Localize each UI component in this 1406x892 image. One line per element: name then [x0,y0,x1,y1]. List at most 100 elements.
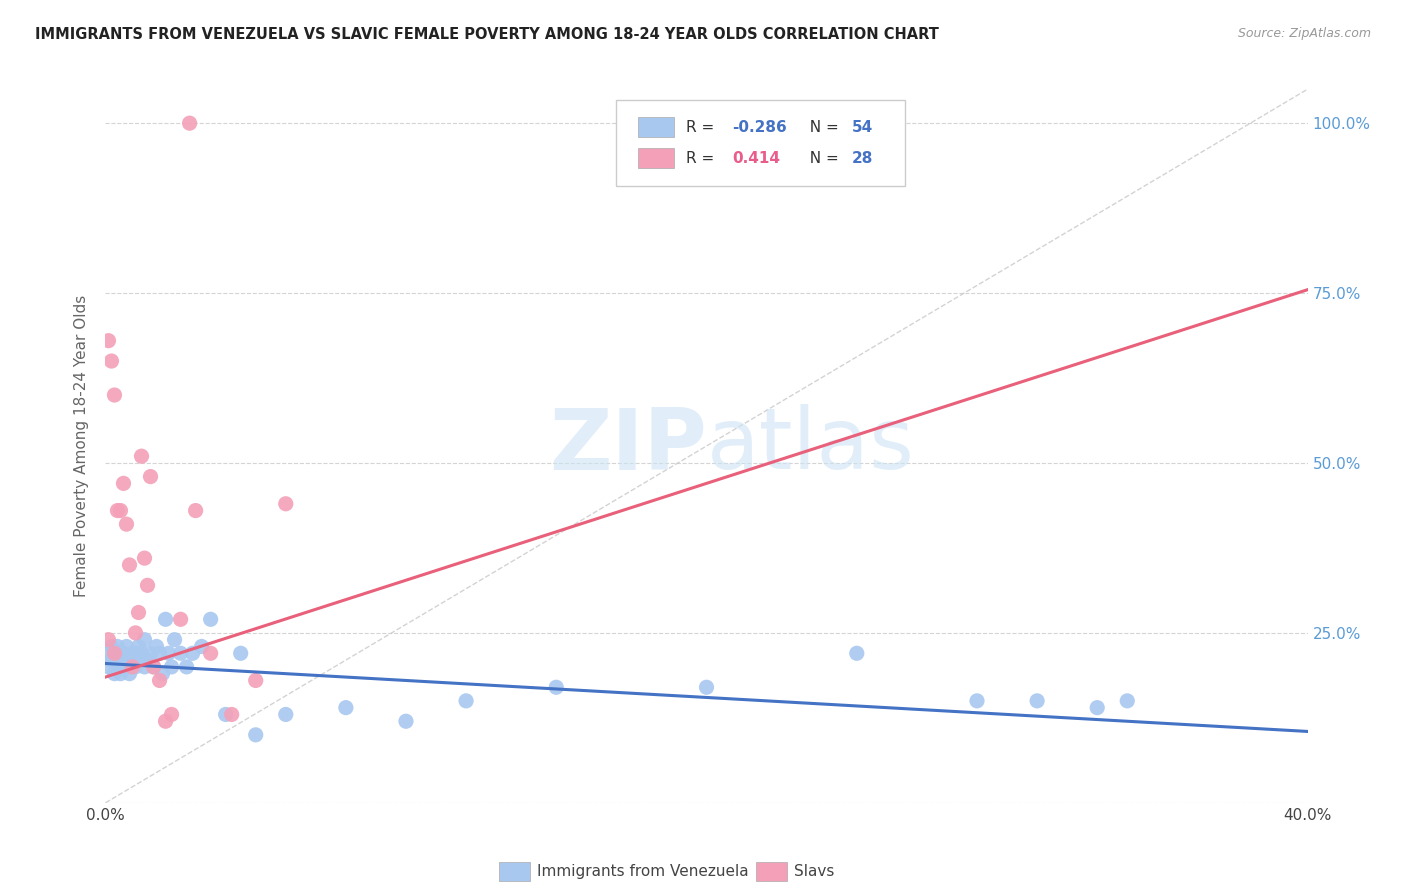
Point [107,640,129,654]
Point [163,632,186,647]
Text: N =: N = [800,151,844,166]
Point [121,653,143,667]
Point [160,660,183,674]
Point [142,660,165,674]
Point [335,700,357,714]
Text: ZIP: ZIP [548,404,707,488]
Point [160,707,183,722]
Text: 54: 54 [852,120,873,135]
Point [131,449,153,463]
Point [1026,694,1049,708]
Point [200,646,222,660]
Point [179,116,201,130]
Point [136,578,159,592]
Y-axis label: Female Poverty Among 18-24 Year Olds: Female Poverty Among 18-24 Year Olds [75,295,90,597]
Point [112,646,135,660]
Point [131,646,153,660]
Point [107,503,129,517]
Point [134,551,156,566]
Point [103,646,125,660]
Point [245,728,267,742]
Point [155,714,177,729]
Point [142,660,165,674]
Point [112,476,135,491]
Point [395,714,418,729]
Point [110,653,132,667]
Point [214,707,236,722]
Point [181,646,204,660]
Text: 0.414: 0.414 [731,151,780,166]
Point [139,646,162,660]
Point [107,660,129,674]
Text: Source: ZipAtlas.com: Source: ZipAtlas.com [1237,27,1371,40]
Point [190,640,212,654]
Text: atlas: atlas [707,404,914,488]
Text: 28: 28 [852,151,873,166]
Point [274,497,297,511]
Point [148,673,170,688]
Point [169,612,191,626]
Point [100,653,122,667]
Point [155,612,177,626]
Point [100,354,122,368]
Point [229,646,252,660]
Point [97,646,120,660]
Point [124,646,146,660]
Point [124,626,146,640]
Point [145,640,167,654]
Point [128,640,150,654]
Text: R =: R = [686,120,720,135]
Point [454,694,477,708]
Text: IMMIGRANTS FROM VENEZUELA VS SLAVIC FEMALE POVERTY AMONG 18-24 YEAR OLDS CORRELA: IMMIGRANTS FROM VENEZUELA VS SLAVIC FEMA… [35,27,939,42]
Point [97,632,120,647]
Point [103,666,125,681]
FancyBboxPatch shape [638,117,673,137]
Point [118,558,141,572]
Point [157,646,180,660]
Point [121,646,143,660]
Point [134,632,156,647]
Text: R =: R = [686,151,724,166]
Point [115,653,138,667]
Point [100,640,122,654]
Point [134,660,156,674]
Point [121,660,143,674]
Point [97,660,120,674]
Point [112,660,135,674]
Point [118,666,141,681]
Point [148,646,170,660]
Point [136,653,159,667]
Point [128,653,150,667]
Point [110,503,132,517]
Point [1116,694,1139,708]
Point [966,694,988,708]
Point [274,707,297,722]
Point [184,503,207,517]
Point [124,660,146,674]
Point [118,660,141,674]
Point [1085,700,1108,714]
Point [546,680,568,694]
Text: N =: N = [800,120,844,135]
Point [139,469,162,483]
Point [152,666,174,681]
Point [128,606,150,620]
Point [245,673,267,688]
Point [696,680,718,694]
Point [115,640,138,654]
Point [221,707,243,722]
Text: Immigrants from Venezuela: Immigrants from Venezuela [537,864,749,879]
Point [176,660,198,674]
Point [103,646,125,660]
Text: Slavs: Slavs [794,864,835,879]
Point [115,517,138,532]
Point [200,612,222,626]
Point [110,666,132,681]
Point [845,646,868,660]
Point [169,646,191,660]
Text: -0.286: -0.286 [731,120,786,135]
FancyBboxPatch shape [638,148,673,168]
Point [103,388,125,402]
FancyBboxPatch shape [616,100,905,186]
Point [97,334,120,348]
